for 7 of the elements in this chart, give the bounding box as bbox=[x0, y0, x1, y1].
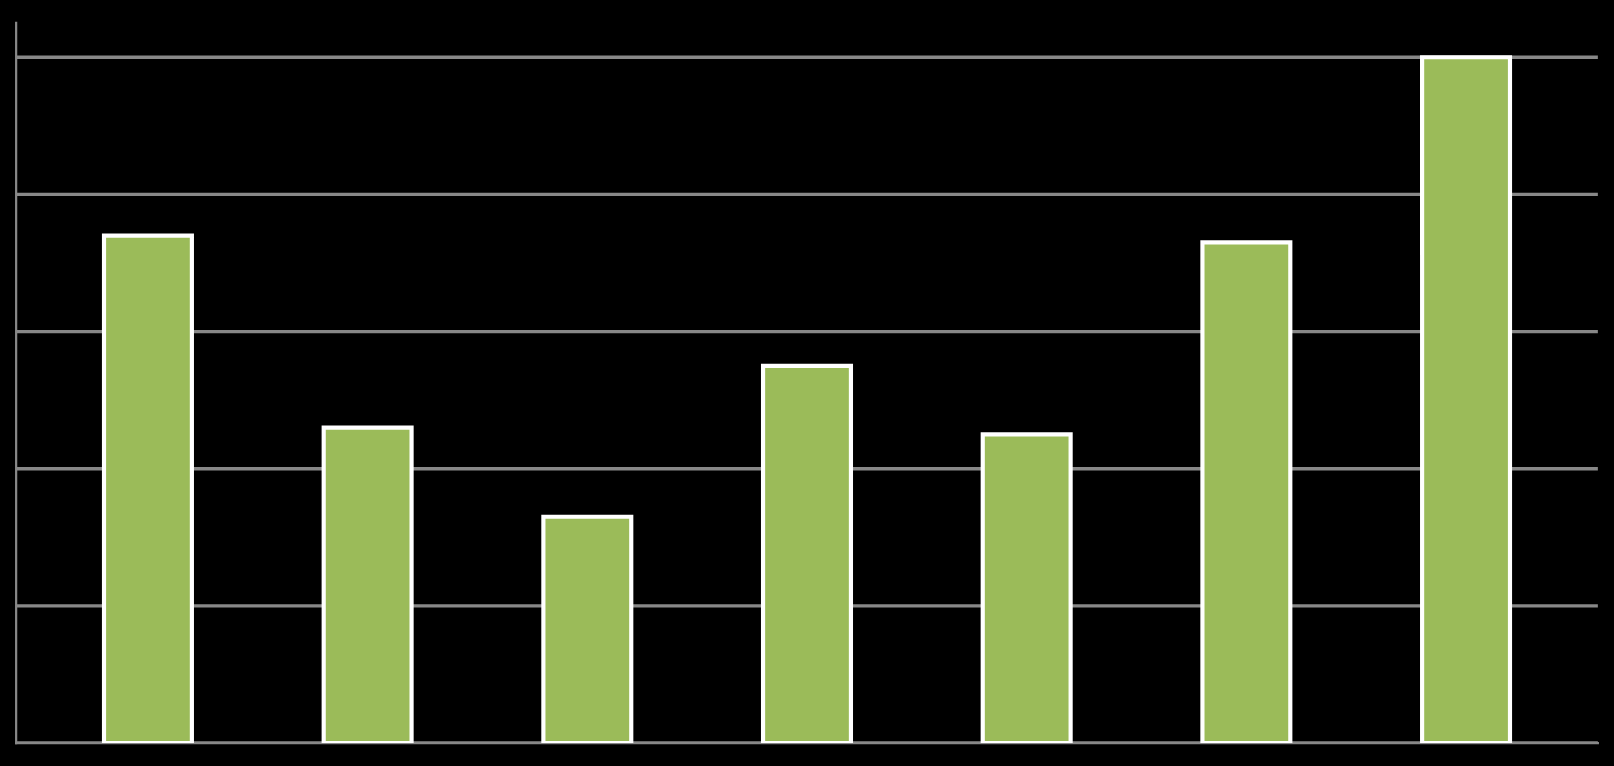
bar bbox=[760, 363, 854, 744]
bar bbox=[1200, 240, 1293, 744]
bar bbox=[541, 514, 634, 744]
bar bbox=[980, 432, 1073, 744]
bar bbox=[1420, 55, 1513, 744]
bar bbox=[321, 425, 414, 744]
bar bbox=[101, 233, 194, 744]
